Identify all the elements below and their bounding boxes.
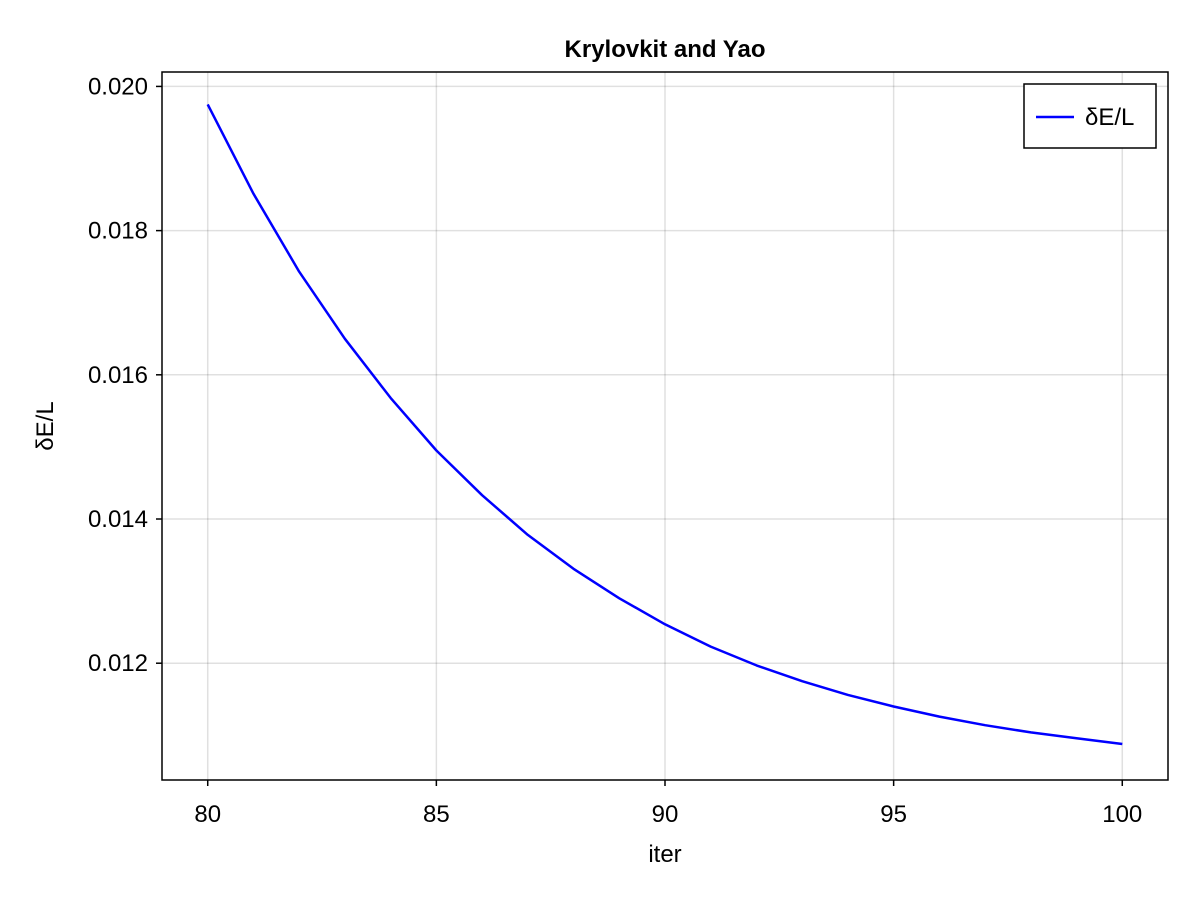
x-tick-label: 85 (423, 801, 450, 828)
y-tick-label: 0.018 (88, 218, 148, 245)
y-axis-ticks: 0.012 0.014 0.016 0.018 0.020 (88, 73, 162, 677)
chart-title: Krylovkit and Yao (565, 36, 766, 63)
x-axis-ticks: 80 85 90 95 100 (194, 780, 1142, 828)
y-tick-label: 0.020 (88, 73, 148, 100)
legend-label: δE/L (1085, 104, 1134, 131)
legend: δE/L (1023, 83, 1157, 149)
y-tick-label: 0.014 (88, 506, 148, 533)
y-axis-label: δE/L (32, 401, 59, 450)
y-tick-label: 0.012 (88, 650, 148, 677)
series-layer (206, 103, 1123, 746)
x-tick-label: 100 (1102, 801, 1142, 828)
x-axis-label: iter (648, 841, 681, 868)
y-tick-label: 0.016 (88, 362, 148, 389)
x-tick-label: 95 (880, 801, 907, 828)
series-line (206, 103, 1123, 746)
x-tick-label: 90 (652, 801, 679, 828)
x-tick-label: 80 (194, 801, 221, 828)
grid-lines (162, 72, 1168, 780)
